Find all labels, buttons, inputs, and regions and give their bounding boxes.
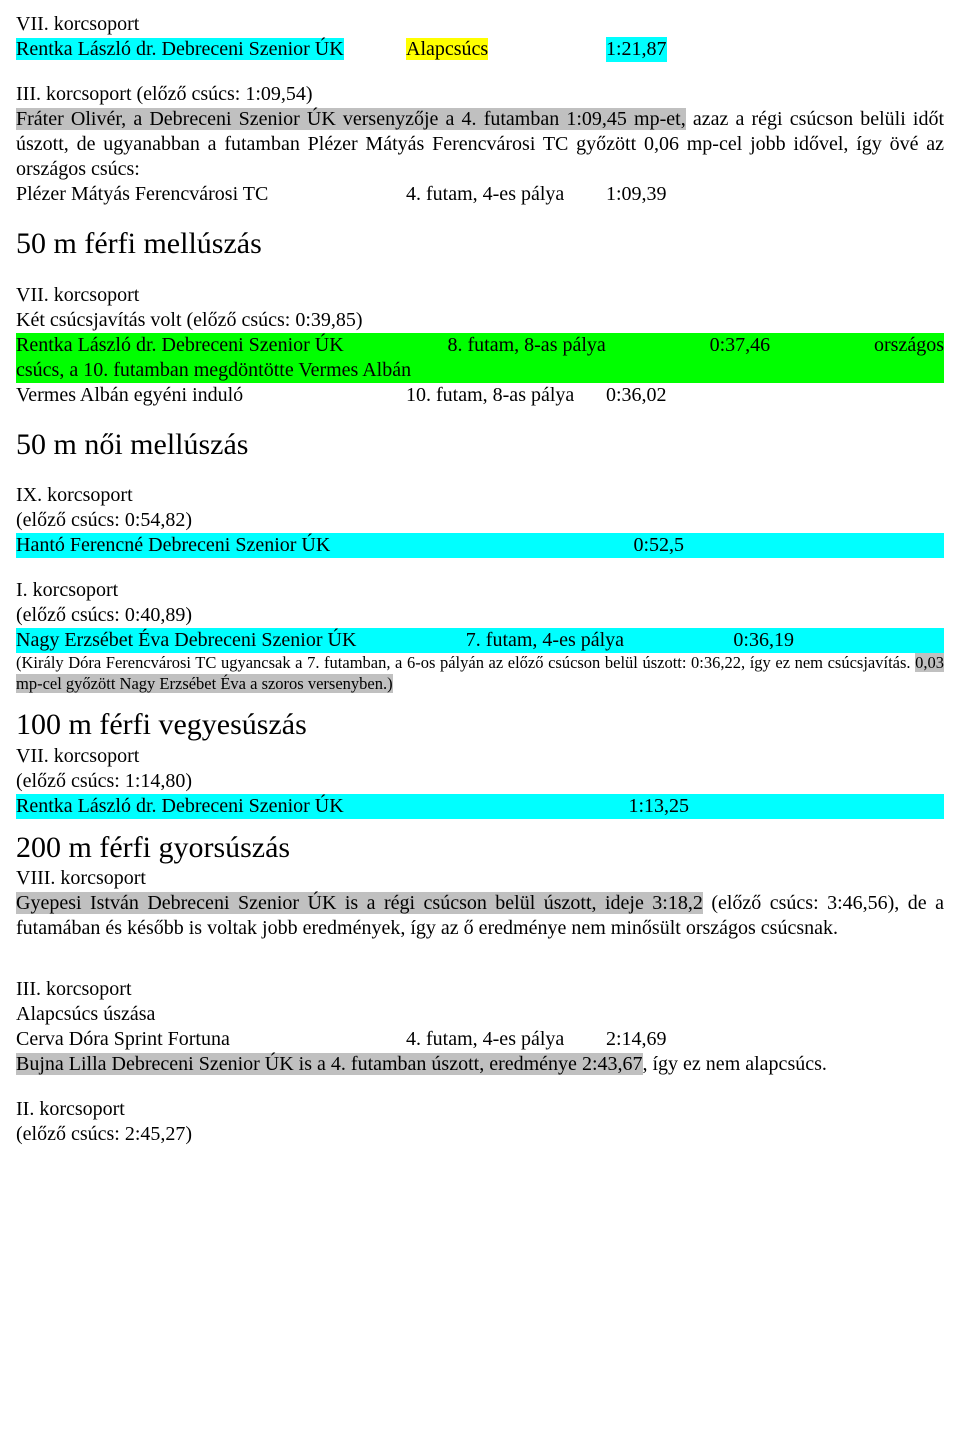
green-name: Rentka László dr. Debreceni Szenior ÚK bbox=[16, 333, 344, 358]
prev-ix: (előző csúcs: 0:54,82) bbox=[16, 508, 944, 533]
result-row-cerva: Cerva Dóra Sprint Fortuna 4. futam, 4-es… bbox=[16, 1027, 944, 1052]
group-ii: II. korcsoport bbox=[16, 1097, 944, 1122]
heading-200m-gyors: 200 m férfi gyorsúszás bbox=[16, 829, 944, 867]
time: 1:09,39 bbox=[606, 182, 667, 207]
note-kiraly-dora: (Király Dóra Ferencvárosi TC ugyancsak a… bbox=[16, 653, 944, 694]
green-time: 0:37,46 bbox=[710, 333, 771, 358]
group-ix: IX. korcsoport bbox=[16, 483, 944, 508]
group-iii-2: III. korcsoport bbox=[16, 977, 944, 1002]
green-col2: 8. futam, 8-as pálya bbox=[448, 333, 606, 358]
time: 2:14,69 bbox=[606, 1027, 667, 1052]
p-gyepesi: Gyepesi István Debreceni Szenior ÚK is a… bbox=[16, 891, 944, 941]
name: Hantó Ferencné Debreceni Szenior ÚK bbox=[16, 533, 330, 558]
p_c: alapcsúcs. bbox=[745, 1053, 827, 1075]
sub-alapcsucs: Alapcsúcs úszása bbox=[16, 1002, 944, 1027]
name: Rentka László dr. Debreceni Szenior ÚK bbox=[16, 38, 344, 60]
name: Cerva Dóra Sprint Fortuna bbox=[16, 1027, 406, 1052]
p_time: 2:43,67 bbox=[582, 1053, 643, 1075]
col2: 4. futam, 4-es pálya bbox=[406, 1027, 606, 1052]
p1b: (előző csúcs: bbox=[703, 892, 827, 914]
note1a: (Király Dóra Ferencvárosi TC ugyancsak a… bbox=[16, 653, 915, 672]
name: Plézer Mátyás Ferencvárosi TC bbox=[16, 182, 406, 207]
prev-ii: (előző csúcs: 2:45,27) bbox=[16, 1122, 944, 1147]
result-row-vermes: Vermes Albán egyéni induló 10. futam, 8-… bbox=[16, 383, 944, 408]
result-row-hanto: Hantó Ferencné Debreceni Szenior ÚK 0:52… bbox=[16, 533, 944, 558]
name: Vermes Albán egyéni induló bbox=[16, 383, 406, 408]
green-cont: csúcs, a 10. futamban megdöntötte Vermes… bbox=[16, 358, 944, 383]
sec2-p1c: azaz a régi bbox=[686, 108, 790, 130]
subline-two-records: Két csúcsjavítás volt (előző csúcs: 0:39… bbox=[16, 308, 944, 333]
time: 1:13,25 bbox=[628, 794, 689, 819]
result-row-rentka-2: Rentka László dr. Debreceni Szenior ÚK 1… bbox=[16, 794, 944, 819]
prev-i: (előző csúcs: 0:40,89) bbox=[16, 603, 944, 628]
prev-100m: (előző csúcs: 1:14,80) bbox=[16, 769, 944, 794]
time: 0:52,5 bbox=[633, 533, 684, 558]
name: Nagy Erzsébet Éva Debreceni Szenior ÚK bbox=[16, 628, 356, 653]
result-row-rentka-1: Rentka László dr. Debreceni Szenior ÚK A… bbox=[16, 37, 944, 62]
group-vii-3: VII. korcsoport bbox=[16, 744, 944, 769]
time: 0:36,02 bbox=[606, 383, 667, 408]
result-row-nagy: Nagy Erzsébet Éva Debreceni Szenior ÚK 7… bbox=[16, 628, 944, 653]
heading-100m-vegyes: 100 m férfi vegyesúszás bbox=[16, 706, 944, 744]
sec2-paragraph: Fráter Olivér, a Debreceni Szenior ÚK ve… bbox=[16, 107, 944, 182]
time: 1:21,87 bbox=[606, 37, 667, 62]
group-iii-line: III. korcsoport (előző csúcs: 1:09,54) bbox=[16, 82, 944, 107]
name: Rentka László dr. Debreceni Szenior ÚK bbox=[16, 794, 344, 819]
col2: 7. futam, 4-es pálya bbox=[466, 628, 624, 653]
green-tag: országos bbox=[874, 333, 944, 358]
group-viii: VIII. korcsoport bbox=[16, 866, 944, 891]
col2: 10. futam, 8-as pálya bbox=[406, 383, 606, 408]
sec2-p1b: futamban 1:09,45 mp-et, bbox=[484, 108, 686, 130]
p1a: Gyepesi István Debreceni Szenior ÚK is a… bbox=[16, 892, 703, 914]
col2: 4. futam, 4-es pálya bbox=[406, 182, 606, 207]
p_a: Bujna Lilla Debreceni Szenior ÚK is a 4.… bbox=[16, 1053, 582, 1075]
result-row-plezer: Plézer Mátyás Ferencvárosi TC 4. futam, … bbox=[16, 182, 944, 207]
heading-50m-ferfi-mell: 50 m férfi mellúszás bbox=[16, 225, 944, 263]
green-record-block: Rentka László dr. Debreceni Szenior ÚK 8… bbox=[16, 333, 944, 383]
sec2-p1a: Fráter Olivér, a Debreceni Szenior ÚK ve… bbox=[16, 108, 484, 130]
p_b: , így ez nem bbox=[643, 1053, 746, 1075]
time: 0:36,19 bbox=[733, 628, 794, 653]
col-alapcsucs: Alapcsúcs bbox=[406, 38, 488, 60]
heading-50m-noi-mell: 50 m női mellúszás bbox=[16, 426, 944, 464]
group-vii-1: VII. korcsoport bbox=[16, 12, 944, 37]
group-vii-2: VII. korcsoport bbox=[16, 283, 944, 308]
group-i: I. korcsoport bbox=[16, 578, 944, 603]
p-bujna: Bujna Lilla Debreceni Szenior ÚK is a 4.… bbox=[16, 1052, 944, 1077]
